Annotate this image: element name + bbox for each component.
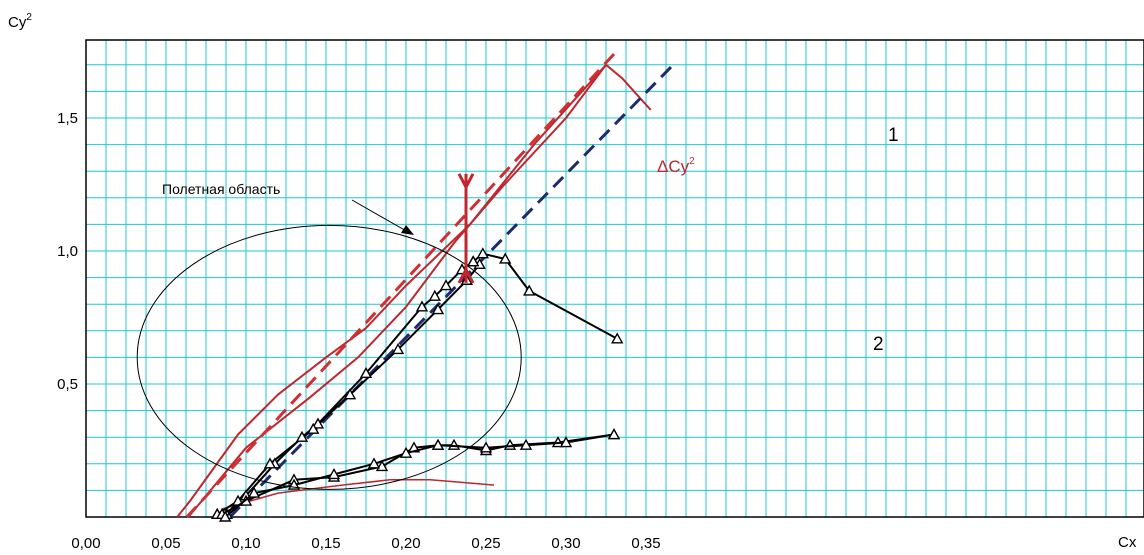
delta-marker-top xyxy=(457,173,475,191)
x-tick-label: 0,15 xyxy=(311,535,340,552)
data-point-marker xyxy=(343,388,357,400)
data-point-marker xyxy=(367,457,381,469)
y-tick-label: 1,0 xyxy=(57,243,78,260)
data-point-marker xyxy=(479,441,493,453)
tick-labels: 0,00 0,05 0,10 0,15 0,20 0,25 0,30 0,35 0,5 1,0 1,… xyxy=(57,110,660,552)
plot-area xyxy=(86,40,1144,517)
data-point-marker xyxy=(523,284,536,296)
flight-region-arrowhead xyxy=(401,225,414,235)
flight-region-arrow xyxy=(351,199,409,233)
data-point-marker xyxy=(307,422,320,434)
delta-cy2-label: ΔCy2 xyxy=(657,156,695,176)
data-point-marker xyxy=(295,430,309,442)
x-axis-label: Cx xyxy=(1118,534,1137,551)
data-point-marker xyxy=(431,303,445,315)
grid xyxy=(85,39,1144,518)
data-point-marker xyxy=(607,428,621,440)
curves xyxy=(176,47,675,522)
curve-2-label: 2 xyxy=(873,334,884,355)
data-point-marker xyxy=(431,438,445,450)
y-axis-label: Cy2 xyxy=(8,12,32,31)
overlay xyxy=(136,173,522,490)
data-point-marker xyxy=(559,436,573,448)
y-tick-label: 0,5 xyxy=(57,376,78,393)
data-point-marker xyxy=(391,342,405,355)
data-point-marker xyxy=(219,510,232,522)
series-line-4 xyxy=(228,63,675,519)
data-point-marker xyxy=(611,332,624,344)
flight-region-ellipse xyxy=(136,224,522,490)
data-point-marker xyxy=(439,279,453,291)
plot-frame xyxy=(85,39,1144,518)
data-point-marker xyxy=(263,457,277,469)
data-point-marker xyxy=(247,486,261,498)
x-tick-label: 0,10 xyxy=(231,535,260,552)
data-point-marker xyxy=(476,247,489,259)
x-tick-label: 0,20 xyxy=(391,535,420,552)
x-tick-label: 0,05 xyxy=(151,535,180,552)
x-tick-label: 0,35 xyxy=(631,535,660,552)
data-point-marker xyxy=(399,446,413,458)
flight-region-label: Полетная область xyxy=(162,181,280,197)
data-point-marker xyxy=(311,417,325,429)
data-point-marker xyxy=(415,300,429,312)
x-tick-label: 0,25 xyxy=(471,535,500,552)
x-tick-label: 0,30 xyxy=(551,535,580,552)
y-tick-label: 1,5 xyxy=(57,110,78,127)
x-tick-label: 0,00 xyxy=(71,535,100,552)
series-line-2 xyxy=(185,47,620,519)
series-line-3 xyxy=(221,479,495,510)
data-point-marker xyxy=(467,255,480,267)
series-line-1 xyxy=(187,64,607,518)
data-point-marker xyxy=(519,438,533,450)
data-point-marker xyxy=(359,366,373,379)
data-point-marker xyxy=(327,467,341,480)
data-point-marker xyxy=(499,252,512,264)
curve-1-label: 1 xyxy=(888,125,899,146)
data-point-marker xyxy=(428,289,441,301)
delta-marker-bottom xyxy=(457,266,475,284)
